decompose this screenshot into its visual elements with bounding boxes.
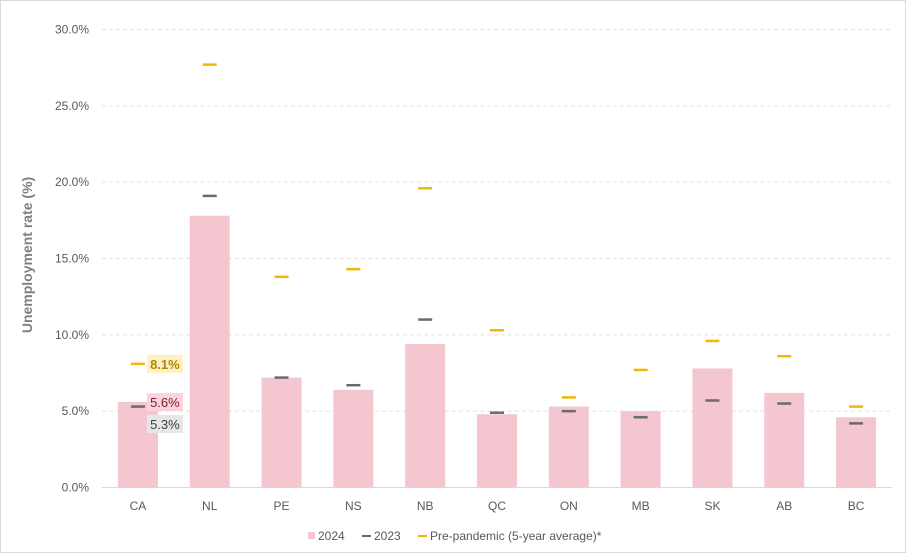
x-tick-label: ON (560, 499, 578, 513)
legend-label-2024: 2024 (318, 529, 345, 543)
gridlines (102, 29, 892, 412)
x-tick-label: MB (632, 499, 650, 513)
bar-2024-ns (333, 389, 374, 488)
data-label: 5.6% (150, 395, 180, 410)
data-label-bg (146, 354, 183, 373)
bar-2024-ab (764, 392, 805, 488)
y-tick-label: 0.0% (62, 481, 90, 495)
bar-2024-pe (261, 377, 302, 488)
bar-2024-nb (405, 343, 446, 488)
x-tick-label: AB (776, 499, 792, 513)
data-label: 5.3% (150, 417, 180, 432)
markers-2023 (130, 194, 864, 425)
x-tick-label: BC (848, 499, 865, 513)
y-axis-ticks: 0.0% 5.0% 10.0% 15.0% 20.0% 25.0% 30.0% (55, 23, 89, 495)
data-label-bg (146, 415, 183, 434)
legend-swatch-2024 (308, 532, 315, 539)
markers-pre-pandemic (130, 63, 864, 408)
legend: 2024 2023 Pre-pandemic (5-year average)* (308, 529, 602, 543)
x-tick-label: CA (130, 499, 147, 513)
bar-2024-on (548, 406, 589, 488)
bar-2024-mb (620, 411, 661, 488)
y-tick-label: 25.0% (55, 99, 89, 113)
x-tick-label: SK (704, 499, 720, 513)
bar-2024-bc (836, 417, 877, 488)
y-tick-label: 5.0% (62, 404, 90, 418)
bar-2024-sk (692, 368, 733, 488)
y-tick-label: 20.0% (55, 175, 89, 189)
x-tick-label: PE (274, 499, 290, 513)
x-tick-label: NS (345, 499, 362, 513)
x-tick-label: NL (202, 499, 218, 513)
data-label-bg (146, 393, 183, 412)
legend-label-2023: 2023 (374, 529, 401, 543)
y-axis-label: Unemployment rate (%) (19, 177, 35, 333)
y-tick-label: 15.0% (55, 252, 89, 266)
legend-label-pre-pandemic: Pre-pandemic (5-year average)* (430, 529, 602, 543)
y-tick-label: 10.0% (55, 328, 89, 342)
bar-2024-qc (477, 414, 517, 488)
y-tick-label: 30.0% (55, 23, 89, 37)
bar-2024-ca (117, 402, 158, 488)
x-tick-label: NB (417, 499, 434, 513)
ca-data-labels: 8.1% 5.6% 5.3% (146, 354, 183, 434)
x-axis-ticks: CA NL PE NS NB QC ON MB SK AB BC (130, 499, 865, 513)
bar-2024-nl (189, 215, 230, 488)
bars-2024 (117, 215, 877, 488)
data-label: 8.1% (150, 357, 180, 372)
x-tick-label: QC (488, 499, 506, 513)
